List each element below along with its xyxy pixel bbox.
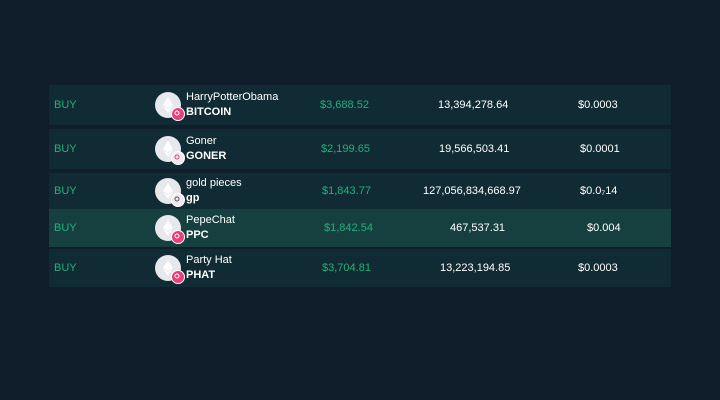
- token-name-cell[interactable]: gold pieces gp: [186, 176, 242, 206]
- token-price: $1,843.77: [322, 185, 371, 197]
- ethereum-icon: [163, 141, 173, 157]
- token-price: $2,199.65: [321, 143, 370, 155]
- buy-button[interactable]: BUY: [54, 185, 77, 197]
- token-supply: 13,223,194.85: [440, 262, 511, 274]
- token-market-value: $0.0001: [580, 143, 620, 155]
- chain-badge-icon: [171, 193, 185, 207]
- ethereum-icon: [163, 220, 173, 236]
- token-supply: 19,566,503.41: [439, 143, 510, 155]
- token-row[interactable]: BUY Goner GONER $2,199.65 19,566,503.41 …: [49, 129, 671, 169]
- token-name: HarryPotterObama: [186, 91, 279, 103]
- token-row[interactable]: BUY PepeChat PPC $1,842.54 467,537.31 $0…: [49, 209, 671, 247]
- token-row[interactable]: BUY HarryPotterObama BITCOIN $3,688.52 1…: [49, 85, 671, 125]
- buy-button[interactable]: BUY: [54, 222, 77, 234]
- token-market-value: $0.0003: [578, 262, 618, 274]
- token-name-cell[interactable]: Party Hat PHAT: [186, 253, 232, 283]
- token-market-value: $0.0003: [578, 99, 618, 111]
- ethereum-icon: [163, 183, 173, 199]
- token-supply: 13,394,278.64: [438, 99, 509, 111]
- token-avatar: [155, 215, 185, 244]
- token-price: $3,688.52: [320, 99, 369, 111]
- token-symbol: GONER: [186, 150, 227, 162]
- token-symbol: gp: [186, 192, 200, 204]
- token-row[interactable]: BUY gold pieces gp $1,843.77 127,056,834…: [49, 173, 671, 209]
- token-name: PepeChat: [186, 214, 235, 226]
- token-name: Goner: [186, 135, 217, 147]
- token-market-value: $0.004: [587, 222, 621, 234]
- token-price: $3,704.81: [322, 262, 371, 274]
- token-avatar: [155, 136, 185, 165]
- token-symbol: PHAT: [186, 269, 216, 281]
- buy-button[interactable]: BUY: [54, 262, 77, 274]
- chain-badge-icon: [171, 107, 185, 121]
- token-price: $1,842.54: [324, 222, 373, 234]
- chain-badge-icon: [171, 230, 185, 244]
- token-supply: 127,056,834,668.97: [423, 185, 521, 197]
- ethereum-icon: [163, 97, 173, 113]
- token-avatar: [155, 178, 185, 207]
- token-supply: 467,537.31: [450, 222, 506, 234]
- ethereum-icon: [163, 260, 173, 276]
- token-name: Party Hat: [186, 254, 232, 266]
- buy-button[interactable]: BUY: [54, 143, 77, 155]
- buy-button[interactable]: BUY: [54, 99, 77, 111]
- token-symbol: PPC: [186, 229, 209, 241]
- token-name-cell[interactable]: PepeChat PPC: [186, 213, 235, 243]
- token-name: gold pieces: [186, 177, 242, 189]
- token-name-cell[interactable]: Goner GONER: [186, 134, 226, 164]
- token-symbol: BITCOIN: [186, 106, 232, 118]
- chain-badge-icon: [171, 270, 185, 284]
- token-avatar: [155, 255, 185, 284]
- token-name-cell[interactable]: HarryPotterObama BITCOIN: [186, 90, 278, 120]
- token-row[interactable]: BUY Party Hat PHAT $3,704.81 13,223,194.…: [49, 249, 671, 287]
- token-avatar: [155, 92, 185, 121]
- token-market-value: $0.0₇14: [580, 185, 618, 197]
- chain-badge-icon: [171, 151, 185, 165]
